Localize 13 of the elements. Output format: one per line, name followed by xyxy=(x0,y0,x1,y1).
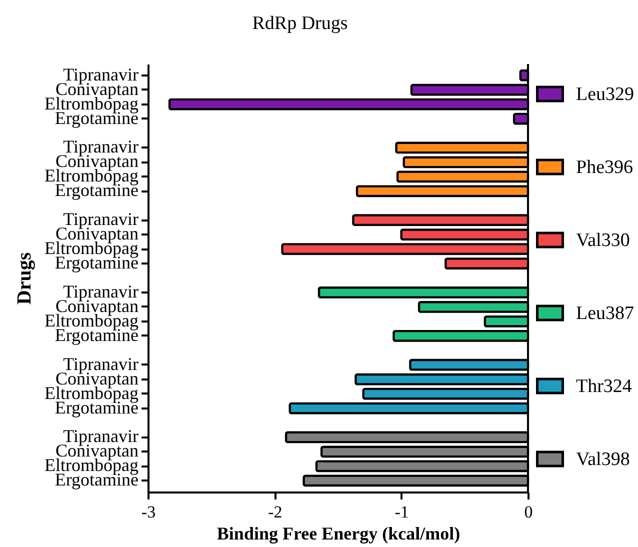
y-axis-title: Drugs xyxy=(14,252,36,305)
legend-label: Val398 xyxy=(576,449,630,470)
x-tick-label: -1 xyxy=(394,502,409,522)
x-tick-label: -2 xyxy=(268,502,282,522)
legend-label: Thr324 xyxy=(576,376,632,397)
chart-title: RdRp Drugs xyxy=(252,13,348,34)
x-axis-title: Binding Free Energy (kcal/mol) xyxy=(216,524,460,544)
legend-label: Val330 xyxy=(576,230,630,251)
legend-label: Leu329 xyxy=(576,84,634,105)
legend-label: Phe396 xyxy=(576,157,633,178)
x-tick-label: 0 xyxy=(524,502,533,522)
legend-label: Leu387 xyxy=(576,303,634,324)
x-tick-label: -3 xyxy=(141,502,156,522)
